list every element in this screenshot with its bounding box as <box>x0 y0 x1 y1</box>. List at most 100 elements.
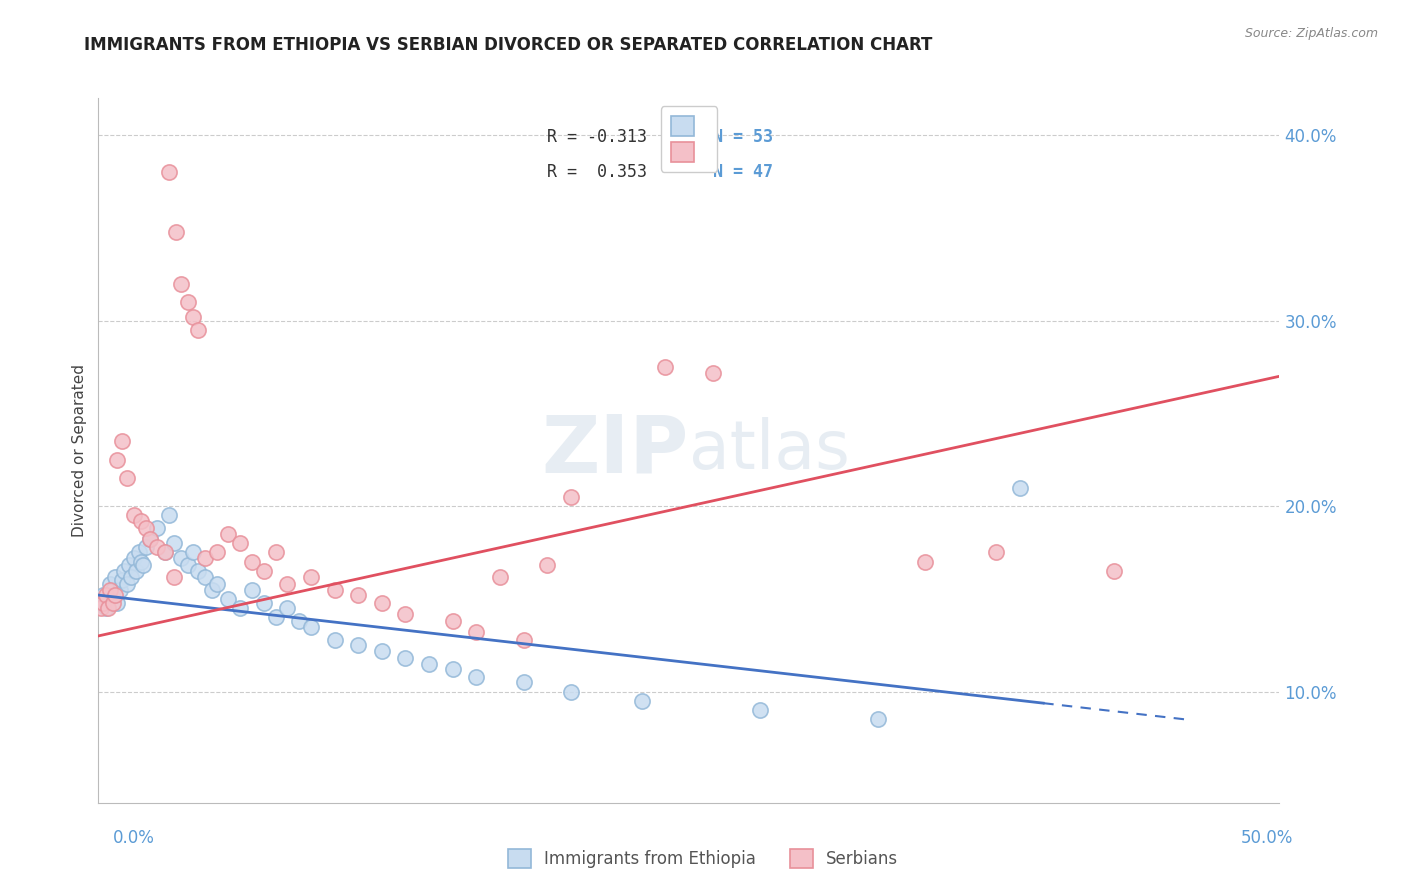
Text: atlas: atlas <box>689 417 849 483</box>
Text: Source: ZipAtlas.com: Source: ZipAtlas.com <box>1244 27 1378 40</box>
Point <box>135 540 157 554</box>
Point <box>90 595 112 609</box>
Point <box>129 514 152 528</box>
Point <box>1008 481 1031 495</box>
Point <box>748 703 770 717</box>
Point <box>105 595 128 609</box>
Point <box>371 644 394 658</box>
Point <box>177 558 200 573</box>
Point <box>205 577 228 591</box>
Point <box>104 569 127 583</box>
Point <box>240 582 263 597</box>
Point <box>229 601 252 615</box>
Text: ZIP: ZIP <box>541 411 689 490</box>
Text: 50.0%: 50.0% <box>1241 829 1294 847</box>
Point <box>240 555 263 569</box>
Point <box>122 508 145 523</box>
Point <box>146 540 169 554</box>
Point <box>177 295 200 310</box>
Y-axis label: Divorced or Separated: Divorced or Separated <box>72 364 87 537</box>
Text: N = 53: N = 53 <box>713 128 772 146</box>
Point <box>702 366 724 380</box>
Point <box>181 310 204 324</box>
Point <box>276 577 298 591</box>
Point <box>135 521 157 535</box>
Point <box>288 614 311 628</box>
Point <box>104 588 127 602</box>
Point <box>560 684 582 698</box>
Point <box>121 569 143 583</box>
Text: 0.0%: 0.0% <box>112 829 155 847</box>
Point <box>94 588 117 602</box>
Point <box>347 588 370 602</box>
Point <box>128 545 150 559</box>
Point <box>323 582 346 597</box>
Point <box>194 551 217 566</box>
Point <box>125 564 148 578</box>
Point <box>163 536 186 550</box>
Point <box>489 569 512 583</box>
Legend: Immigrants from Ethiopia, Serbians: Immigrants from Ethiopia, Serbians <box>501 842 905 875</box>
Point <box>1102 564 1125 578</box>
Point <box>163 569 186 583</box>
Point <box>536 558 558 573</box>
Point <box>101 595 124 609</box>
Point <box>105 452 128 467</box>
Point <box>157 508 180 523</box>
Point <box>205 545 228 559</box>
Point <box>264 610 287 624</box>
Point <box>560 490 582 504</box>
Point <box>264 545 287 559</box>
Point <box>165 225 187 239</box>
Point <box>90 601 112 615</box>
Point <box>181 545 204 559</box>
Point <box>441 614 464 628</box>
Point <box>108 582 131 597</box>
Point <box>187 564 209 578</box>
Text: R =  0.353: R = 0.353 <box>547 163 647 181</box>
Point <box>253 564 276 578</box>
Point <box>418 657 440 671</box>
Point <box>111 434 134 449</box>
Point <box>153 545 176 559</box>
Point <box>465 625 488 640</box>
Point <box>394 651 416 665</box>
Text: R = -0.313: R = -0.313 <box>547 128 647 146</box>
Point <box>914 555 936 569</box>
Point <box>276 601 298 615</box>
Point <box>97 591 120 606</box>
Point <box>115 471 138 485</box>
Point <box>299 569 322 583</box>
Point <box>441 662 464 676</box>
Point <box>630 694 652 708</box>
Text: N = 47: N = 47 <box>713 163 772 181</box>
Point <box>98 577 121 591</box>
Point <box>91 588 114 602</box>
Point <box>112 564 135 578</box>
Text: IMMIGRANTS FROM ETHIOPIA VS SERBIAN DIVORCED OR SEPARATED CORRELATION CHART: IMMIGRANTS FROM ETHIOPIA VS SERBIAN DIVO… <box>84 36 932 54</box>
Point <box>654 359 676 374</box>
Point <box>229 536 252 550</box>
Point <box>194 569 217 583</box>
Point <box>111 574 134 588</box>
Point <box>984 545 1007 559</box>
Point <box>139 533 162 547</box>
Point <box>299 619 322 633</box>
Point <box>91 595 114 609</box>
Point <box>101 582 124 597</box>
Point <box>132 558 155 573</box>
Legend: , : , <box>661 106 717 171</box>
Point <box>129 555 152 569</box>
Point <box>94 601 117 615</box>
Point <box>146 521 169 535</box>
Point <box>118 558 141 573</box>
Point <box>217 527 239 541</box>
Point <box>97 601 120 615</box>
Point <box>217 591 239 606</box>
Point <box>187 323 209 337</box>
Point <box>157 165 180 179</box>
Point <box>139 533 162 547</box>
Point <box>347 638 370 652</box>
Point <box>371 595 394 609</box>
Point <box>394 607 416 621</box>
